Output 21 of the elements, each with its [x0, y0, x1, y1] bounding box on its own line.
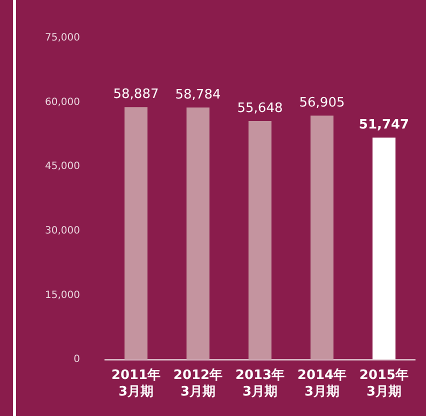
- data-label: 55,648: [237, 100, 283, 116]
- y-tick-label: 75,000: [45, 32, 80, 44]
- y-tick-label: 15,000: [45, 290, 80, 301]
- bar: [124, 107, 148, 360]
- x-tick-label: 2012年 3月期: [173, 368, 223, 400]
- y-tick-label: 0: [74, 354, 80, 366]
- bar: [186, 108, 210, 360]
- y-tick-label: 60,000: [45, 96, 80, 108]
- y-tick-label: 45,000: [45, 161, 80, 172]
- bar: [372, 138, 396, 360]
- y-tick-label: 30,000: [45, 225, 80, 236]
- data-label: 58,887: [113, 86, 159, 102]
- x-tick-label: 2015年 3月期: [359, 368, 409, 400]
- bar: [248, 120, 272, 360]
- x-tick-label: 2014年 3月期: [297, 368, 347, 400]
- data-label: 58,784: [175, 87, 221, 102]
- x-tick-label: 2011年 3月期: [111, 368, 161, 400]
- bar: [310, 116, 334, 360]
- data-label: 56,905: [299, 95, 345, 110]
- x-tick-label: 2013年 3月期: [235, 368, 285, 400]
- data-label: 51,747: [358, 118, 410, 133]
